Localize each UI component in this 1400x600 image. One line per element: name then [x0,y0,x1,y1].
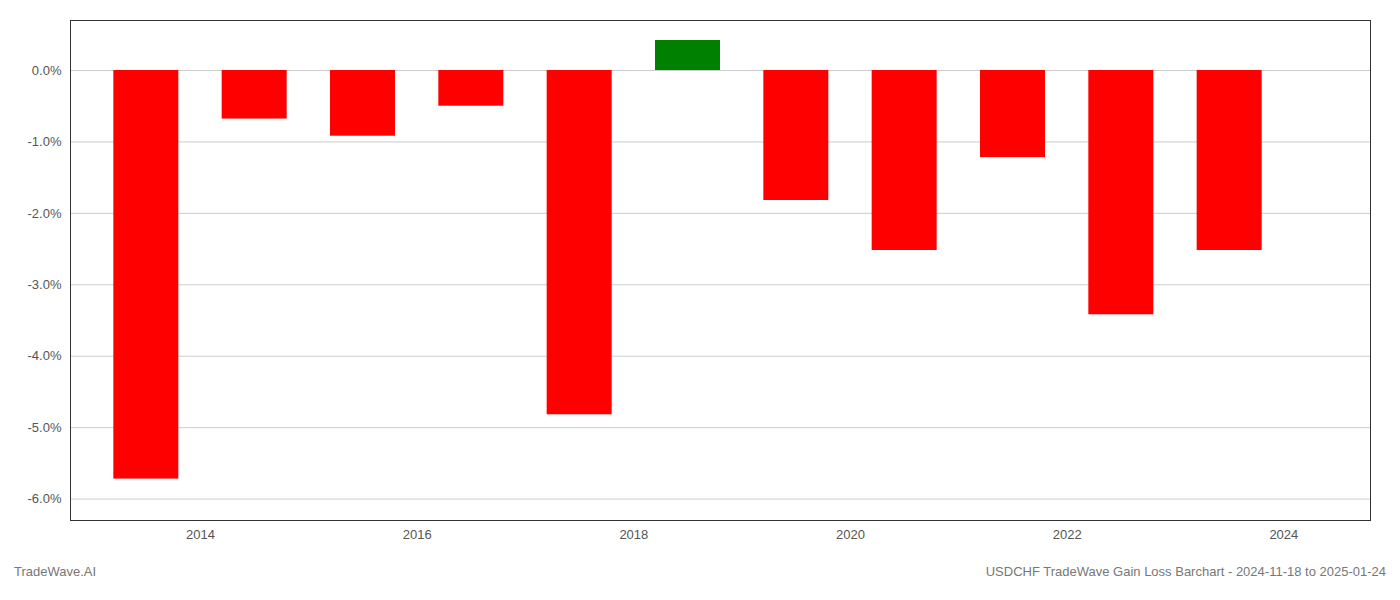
svg-text:2018: 2018 [619,527,648,542]
svg-text:-4.0%: -4.0% [28,348,62,363]
svg-text:0.0%: 0.0% [32,63,62,78]
svg-text:2024: 2024 [1269,527,1298,542]
svg-text:-3.0%: -3.0% [28,277,62,292]
html-text:USDCHF TradeWave Gain Loss Bar: USDCHF TradeWave Gain Loss Barchart - 20… [985,564,1386,579]
svg-text:2016: 2016 [403,527,432,542]
svg-text:2020: 2020 [836,527,865,542]
svg-text:-2.0%: -2.0% [28,206,62,221]
svg-text:2014: 2014 [186,527,215,542]
svg-text:-5.0%: -5.0% [28,420,62,435]
svg-text:-1.0%: -1.0% [28,134,62,149]
svg-text:2022: 2022 [1053,527,1082,542]
svg-text:-6.0%: -6.0% [28,491,62,506]
html-text:TradeWave.AI: TradeWave.AI [14,564,97,579]
